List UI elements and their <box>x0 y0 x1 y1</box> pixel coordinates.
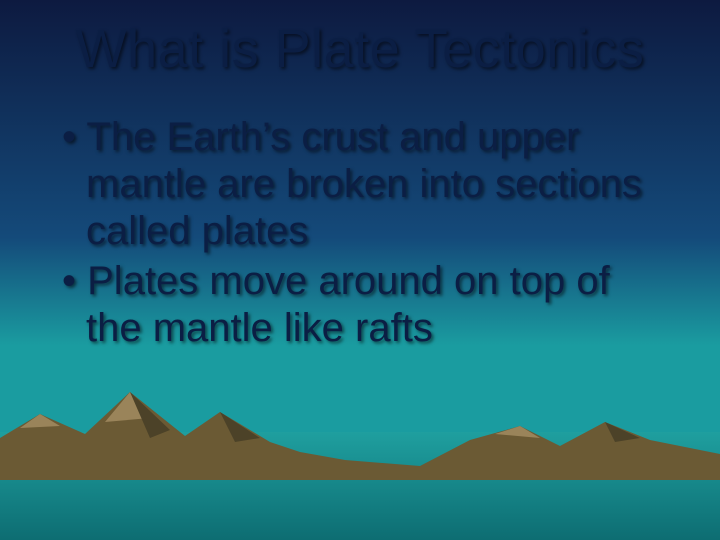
bullet-list: The Earth’s crust and upper mantle are b… <box>50 114 670 352</box>
bullet-item: The Earth’s crust and upper mantle are b… <box>62 114 670 256</box>
slide-title: What is Plate Tectonics <box>50 18 670 80</box>
bullet-item: Plates move around on top of the mantle … <box>62 258 670 352</box>
slide-content: What is Plate Tectonics The Earth’s crus… <box>0 0 720 352</box>
slide: What is Plate Tectonics The Earth’s crus… <box>0 0 720 540</box>
